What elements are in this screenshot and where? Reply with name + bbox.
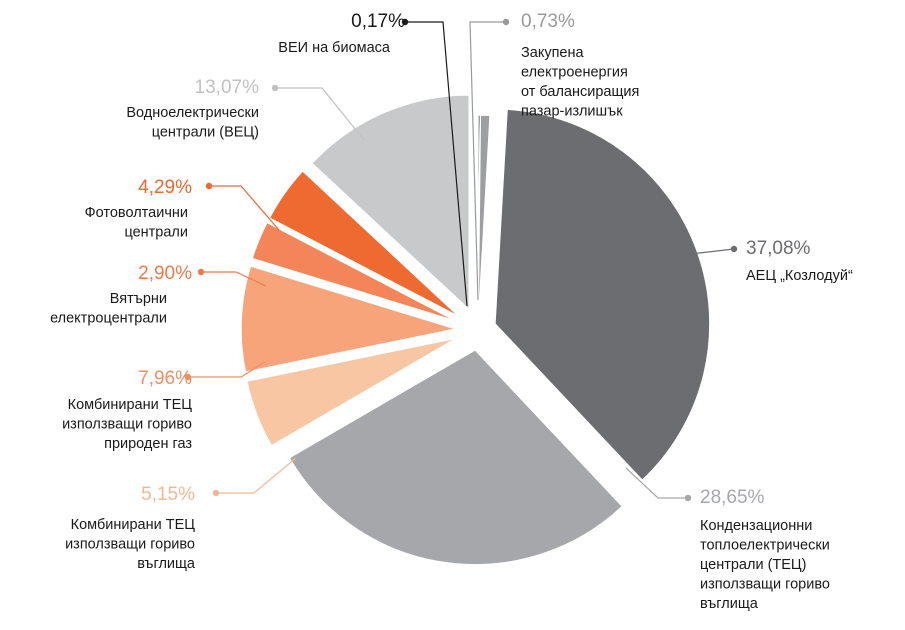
value-label-slice-5: 5,15% [141,484,195,505]
category-label-slice-2: Закупена електроенергия от балансиращия паз… [521,45,639,120]
leader-dot-slice-1 [401,18,409,26]
value-label-slice-6: 7,96% [138,368,192,389]
value-label-slice-3: 37,08% [746,238,811,259]
pie-slice-5 [245,337,458,447]
value-label-slice-1: 0,17% [351,11,405,32]
leader-line-slice-6 [188,361,266,378]
category-label-slice-6: Комбинирани ТЕЦ използващи гориво природен… [62,397,192,452]
value-label-slice-2: 0,73% [521,11,575,32]
leader-line-slice-7 [201,271,267,287]
leader-line-slice-5 [216,457,297,494]
leader-dot-slice-4 [684,494,692,502]
category-label-slice-1: ВЕИ на биомаса [278,40,391,56]
leader-dot-slice-5 [212,489,220,497]
leader-line-slice-8 [209,185,280,231]
leader-dot-slice-9 [271,84,279,92]
pie-slice-4 [288,348,624,566]
value-label-slice-9: 13,07% [195,77,260,98]
leader-dot-slice-7 [197,268,205,276]
category-label-slice-9: Водноелектрически централи (ВЕЦ) [126,105,259,141]
category-label-slice-5: Комбинирани ТЕЦ използващи гориво въглища [65,517,196,572]
leader-line-slice-1 [405,21,468,307]
pie-slice-3 [494,108,711,482]
value-label-slice-4: 28,65% [700,487,765,508]
category-label-slice-8: Фотоволтаични централи [85,205,188,241]
leader-line-slice-9 [275,87,365,141]
value-label-slice-8: 4,29% [138,177,192,198]
leader-line-slice-3 [681,248,735,256]
leader-line-slice-2 [469,21,506,301]
category-label-slice-3: АЕЦ „Козлодуй“ [746,268,853,284]
leader-dot-slice-8 [205,182,213,190]
leader-line-slice-4 [625,467,688,499]
pie-slice-7 [251,221,458,323]
pie-slice-2 [477,114,491,331]
value-label-slice-7: 2,90% [138,263,192,284]
leader-dot-slice-6 [184,373,192,381]
leader-dot-slice-3 [730,245,738,253]
pie-slice-6 [240,264,457,374]
leader-dot-slice-2 [502,18,510,26]
category-label-slice-4: Кондензационни топлоелектрически централи … [700,518,830,612]
pie-slice-9 [310,94,470,312]
category-label-slice-7: Вятърни електроцентрали [50,291,167,327]
